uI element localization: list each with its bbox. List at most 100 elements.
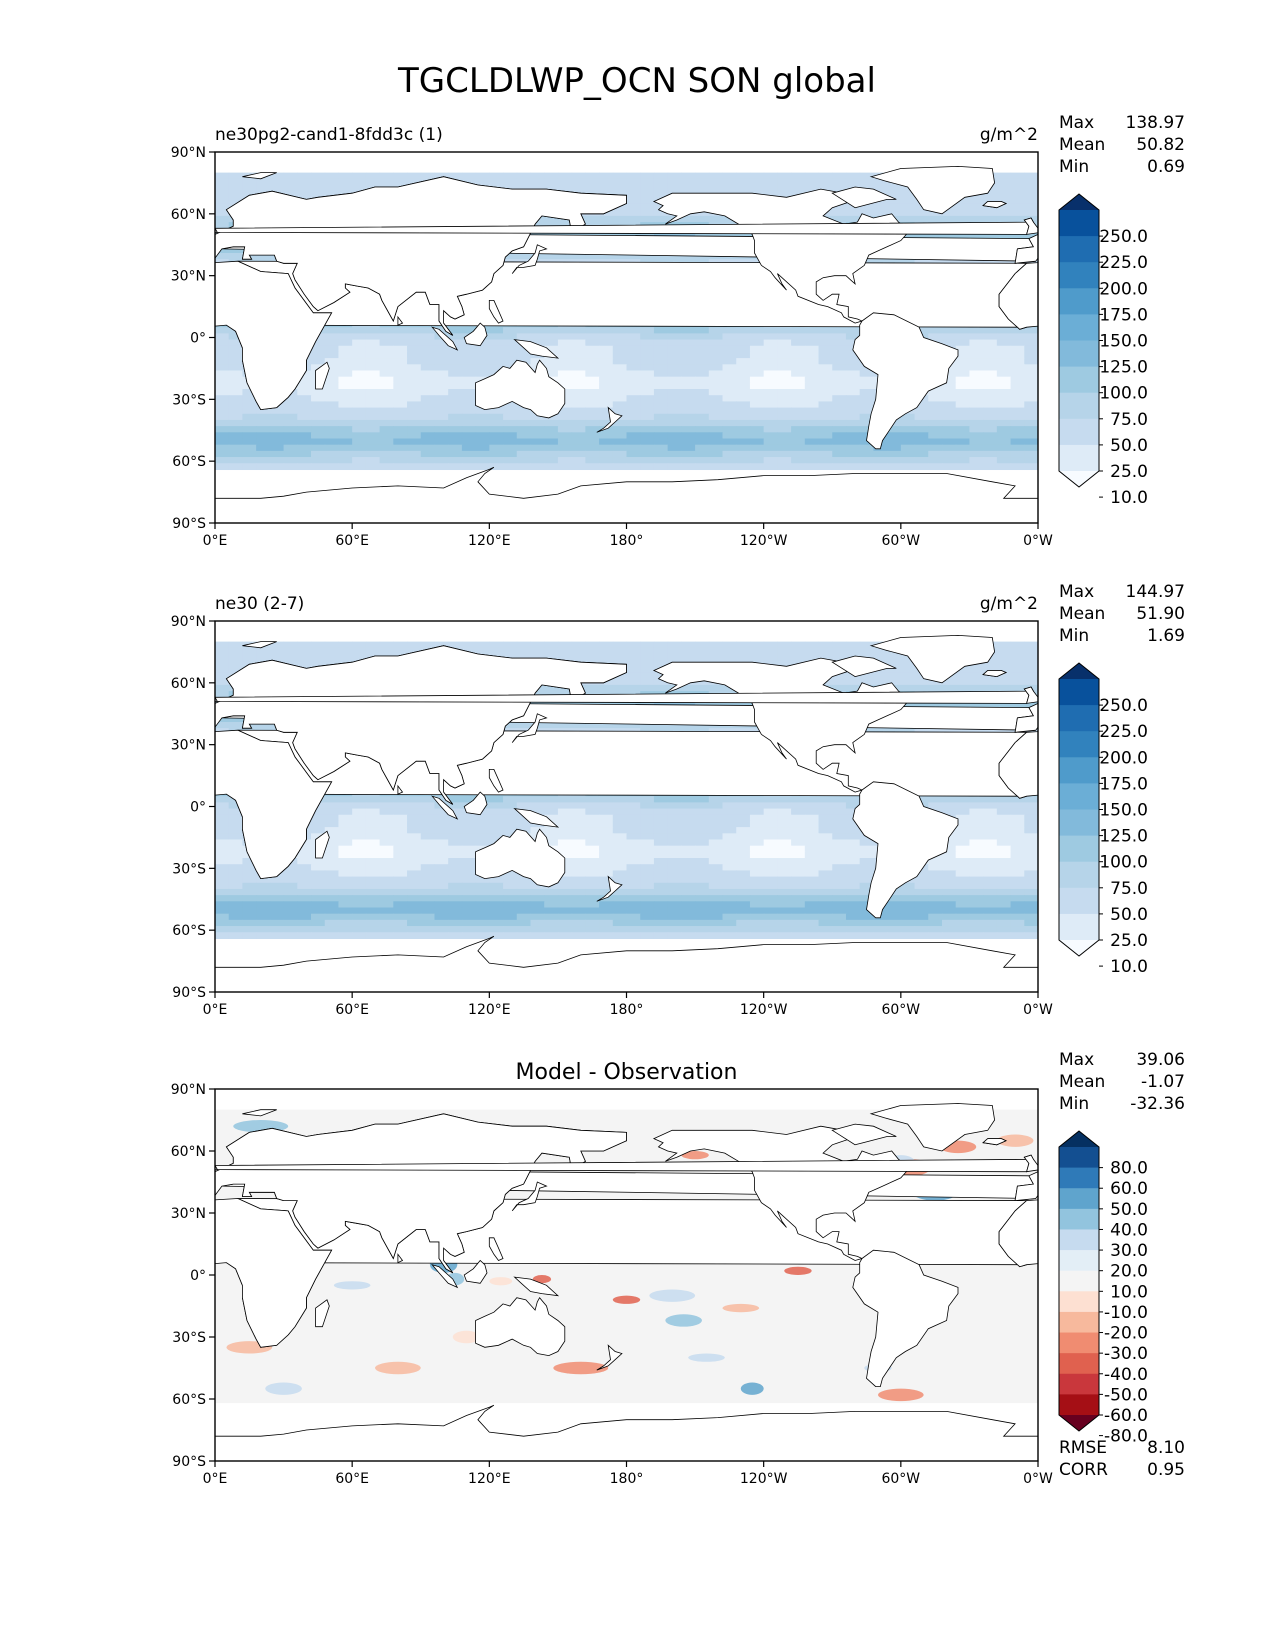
field-cell: [928, 401, 943, 409]
field-cell: [1024, 450, 1038, 458]
field-cell: [338, 432, 353, 440]
field-cell: [475, 364, 490, 372]
field-cell: [352, 814, 367, 822]
field-cell: [626, 672, 641, 680]
field-cell: [297, 438, 312, 446]
field-cell: [599, 419, 614, 427]
field-cell: [1024, 376, 1038, 384]
field-cell: [928, 463, 943, 471]
field-cell: [612, 814, 628, 822]
field-cell: [653, 401, 669, 409]
field-cell: [996, 259, 1012, 266]
field-cell: [859, 178, 874, 186]
field-cell: [215, 395, 230, 402]
field-cell: [269, 653, 285, 661]
field-cell: [585, 641, 600, 649]
x-tick-label: 0°W: [1023, 533, 1053, 549]
field-cell: [599, 327, 614, 334]
field-cell: [626, 382, 641, 390]
field-cell: [969, 672, 984, 680]
field-cell: [516, 345, 532, 353]
field-cell: [407, 376, 422, 384]
field-cell: [900, 463, 916, 471]
field-cell: [585, 401, 600, 409]
field-cell: [653, 678, 669, 686]
field-cell: [626, 364, 641, 372]
field-cell: [324, 833, 340, 841]
field-cell: [695, 209, 710, 217]
field-cell: [996, 444, 1012, 452]
field-cell: [434, 827, 449, 834]
field-cell: [626, 845, 641, 853]
field-cell: [503, 432, 518, 440]
field-cell: [695, 814, 710, 822]
field-cell: [571, 364, 586, 372]
field-cell: [379, 351, 394, 359]
field-cell: [1024, 203, 1038, 211]
field-cell: [626, 457, 641, 464]
field-cell: [503, 721, 518, 729]
field-cell: [777, 413, 792, 421]
field-cell: [585, 327, 600, 334]
field-cell: [983, 457, 998, 464]
field-cell: [311, 413, 326, 421]
field-cell: [832, 438, 847, 446]
field-cell: [448, 382, 463, 390]
x-tick-label: 120°W: [740, 533, 788, 549]
field-cell: [352, 370, 367, 378]
field-cell: [804, 833, 820, 841]
field-cell: [983, 376, 998, 384]
field-cell: [228, 401, 244, 409]
field-cell: [969, 444, 984, 452]
field-cell: [832, 209, 847, 217]
field-cell: [763, 660, 778, 667]
field-cell: [228, 660, 244, 667]
field-cell: [530, 426, 545, 433]
field-cell: [1010, 209, 1025, 217]
field-cell: [407, 413, 422, 421]
field-cell: [832, 684, 847, 692]
field-cell: [256, 463, 271, 471]
field-cell: [324, 376, 340, 384]
field-cell: [599, 407, 614, 415]
field-cell: [887, 426, 902, 433]
field-cell: [900, 672, 916, 680]
field-cell: [859, 382, 874, 390]
field-cell: [969, 215, 984, 223]
field-cell: [900, 191, 916, 198]
field-cell: [763, 389, 778, 396]
field-cell: [749, 172, 765, 180]
field-cell: [804, 802, 820, 810]
field-cell: [845, 820, 861, 828]
field-cell: [420, 438, 436, 446]
field-cell: [297, 647, 312, 655]
field-cell: [928, 333, 943, 341]
field-cell: [557, 370, 573, 378]
land-greenland: [869, 165, 996, 215]
field-cell: [736, 647, 751, 655]
field-cell: [448, 172, 463, 180]
field-cell: [900, 438, 916, 446]
field-cell: [749, 364, 765, 372]
field-cell: [832, 389, 847, 396]
field-cell: [571, 252, 586, 260]
field-cell: [887, 438, 902, 446]
field-cell: [695, 796, 710, 803]
field-cell: [1024, 401, 1038, 409]
field-cell: [365, 444, 381, 452]
field-cell: [599, 209, 614, 217]
field-cell: [516, 814, 532, 822]
field-cell: [887, 653, 902, 661]
field-cell: [791, 641, 806, 649]
field-cell: [530, 641, 545, 649]
field-cell: [557, 647, 573, 655]
field-cell: [612, 839, 628, 847]
field-cell: [983, 796, 998, 803]
field-cell: [228, 395, 244, 402]
field-cell: [256, 252, 271, 260]
field-cell: [681, 333, 696, 341]
field-cell: [1010, 678, 1025, 686]
field-cell: [420, 814, 436, 822]
field-cell: [996, 197, 1012, 205]
field-cell: [1024, 820, 1038, 828]
